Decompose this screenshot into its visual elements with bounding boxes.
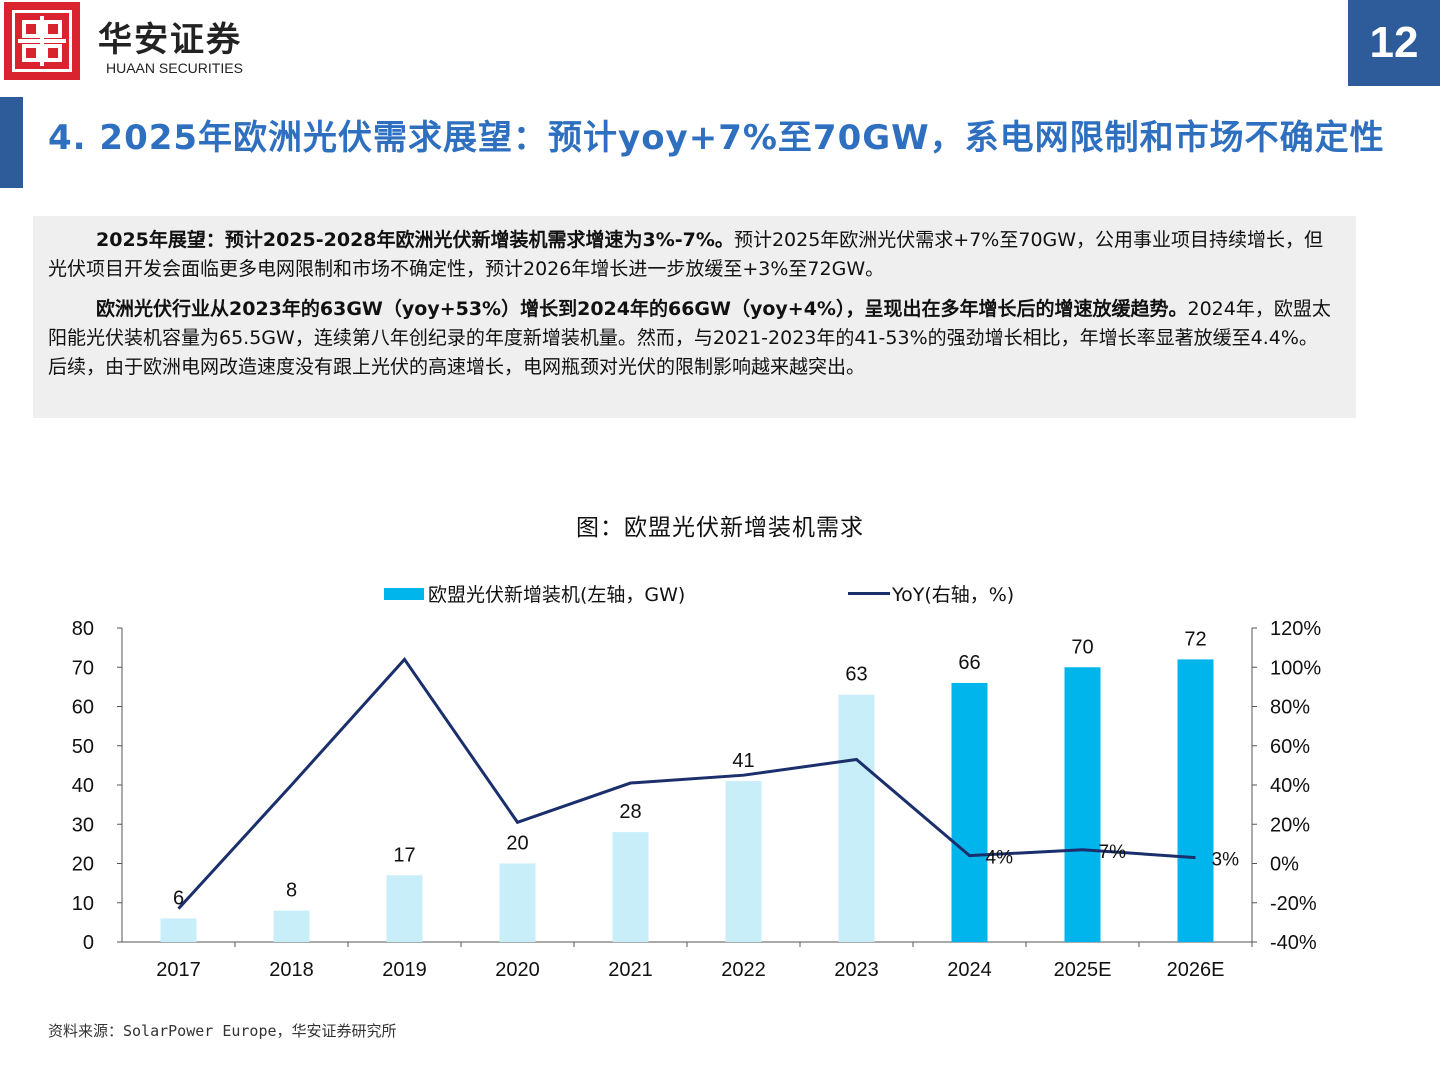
left-tick-label: 0 [83, 932, 94, 954]
yoy-line [177, 656, 1196, 910]
x-tick-label: 2020 [495, 959, 540, 981]
chart-title: 图：欧盟光伏新增装机需求 [576, 515, 864, 541]
legend-item-line: YoY(右轴，%) [848, 580, 1014, 607]
bar [1064, 667, 1101, 942]
right-tick-label: -40% [1270, 932, 1317, 954]
x-tick-label: 2021 [608, 959, 653, 981]
logo [4, 2, 80, 80]
x-tick-label: 2025E [1054, 959, 1112, 981]
legend-swatch-bar [384, 587, 424, 600]
bar-data-label: 6 [173, 887, 184, 909]
page-title: 4. 2025年欧洲光伏需求展望：预计yoy+7%至70GW，系电网限制和市场不… [48, 118, 1385, 158]
x-tick-label: 2022 [721, 959, 766, 981]
right-tick-label: 80% [1270, 697, 1310, 719]
bar-data-label: 20 [506, 833, 528, 855]
bar [386, 875, 423, 942]
summary-text: 2024年，欧盟太阳能光伏装机容量为65.5GW，连续第八年创纪录的年度新增装机… [48, 298, 1331, 378]
brand-name-en: HUAAN SECURITIES [106, 60, 243, 76]
x-tick-label: 2017 [156, 959, 201, 981]
right-tick-label: 40% [1270, 775, 1310, 797]
bar-data-label: 63 [845, 664, 867, 686]
left-tick-label: 50 [72, 736, 94, 758]
line-data-label: 3% [1212, 850, 1240, 871]
bar [725, 781, 762, 942]
summary-highlight: 欧洲光伏行业从2023年的63GW（yoy+53%）增长到2024年的66GW（… [96, 298, 1188, 320]
right-tick-label: -20% [1270, 893, 1317, 915]
brand-name: 华安证券 [98, 20, 242, 60]
x-tick-label: 2019 [382, 959, 427, 981]
left-tick-label: 20 [72, 854, 94, 876]
x-tick-label: 2023 [834, 959, 879, 981]
bar-data-label: 28 [619, 801, 641, 823]
bar-data-label: 72 [1184, 628, 1206, 650]
right-tick-label: 60% [1270, 736, 1310, 758]
summary-highlight: 2025年展望：预计2025-2028年欧洲光伏新增装机需求增速为3%-7%。 [96, 229, 734, 251]
right-tick-label: 120% [1270, 618, 1321, 640]
left-tick-label: 40 [72, 775, 94, 797]
right-tick-label: 20% [1270, 814, 1310, 836]
left-tick-label: 60 [72, 697, 94, 719]
page-number: 12 [1348, 0, 1440, 86]
summary-paragraph-1: 2025年展望：预计2025-2028年欧洲光伏新增装机需求增速为3%-7%。预… [48, 226, 1332, 284]
title-accent-bar [0, 97, 23, 188]
bar [273, 910, 310, 942]
summary-text: 预计2025年欧洲光伏需求+7%至70GW，公用事业项目持续增长，但光伏项目开发… [48, 229, 1324, 280]
legend-item-bar: 欧盟光伏新增装机(左轴，GW) [384, 580, 685, 607]
bar-data-label: 66 [958, 652, 980, 674]
bar [612, 832, 649, 942]
legend-label: YoY(右轴，%) [892, 584, 1015, 606]
bar-data-label: 41 [732, 750, 754, 772]
bar-data-label: 70 [1071, 636, 1093, 658]
bar [838, 694, 875, 942]
x-tick-label: 2024 [947, 959, 992, 981]
x-tick-label: 2018 [269, 959, 314, 981]
summary-box: 2025年展望：预计2025-2028年欧洲光伏新增装机需求增速为3%-7%。预… [33, 216, 1356, 418]
x-tick-label: 2026E [1167, 959, 1225, 981]
left-tick-label: 80 [72, 618, 94, 640]
bar [1177, 659, 1214, 942]
line-data-label: 7% [1099, 842, 1127, 863]
source-note: 资料来源：SolarPower Europe，华安证券研究所 [48, 1022, 397, 1040]
left-tick-label: 30 [72, 814, 94, 836]
right-tick-label: 100% [1270, 657, 1321, 679]
bar-data-label: 17 [393, 844, 415, 866]
line-data-label: 4% [986, 848, 1014, 869]
legend-swatch-line [848, 592, 890, 595]
left-tick-label: 70 [72, 657, 94, 679]
summary-paragraph-2: 欧洲光伏行业从2023年的63GW（yoy+53%）增长到2024年的66GW（… [48, 295, 1332, 382]
bar [499, 863, 536, 942]
bar-data-label: 8 [286, 880, 297, 902]
right-tick-label: 0% [1270, 854, 1299, 876]
bar [951, 682, 988, 942]
bar [160, 918, 197, 942]
legend-label: 欧盟光伏新增装机(左轴，GW) [428, 584, 686, 606]
left-tick-label: 10 [72, 893, 94, 915]
